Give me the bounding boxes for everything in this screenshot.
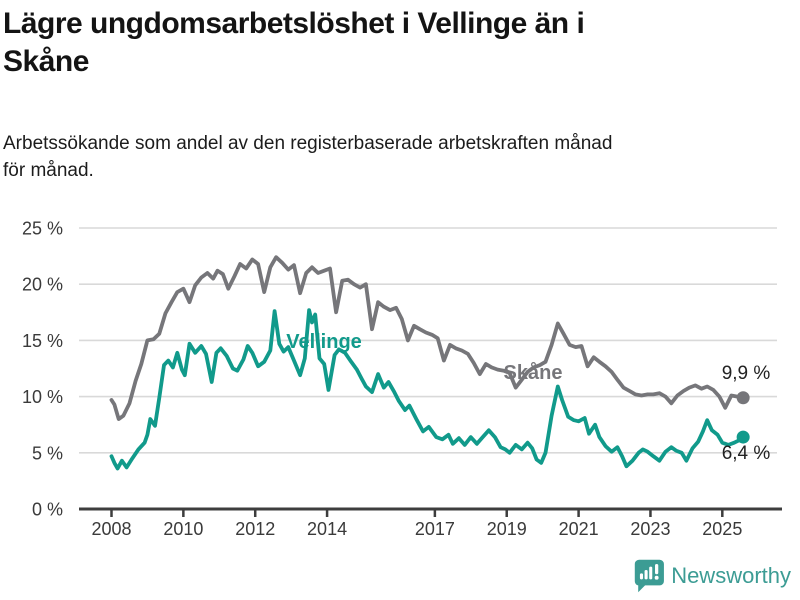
end-dot-vellinge — [736, 430, 750, 444]
chart-title-line2: Skåne — [3, 45, 89, 78]
x-tick-label: 2014 — [307, 519, 347, 539]
x-tick-label: 2023 — [630, 519, 670, 539]
chart-title-line1: Lägre ungdomsarbetslöshet i Vellinge än … — [3, 7, 585, 40]
x-tick-label: 2025 — [702, 519, 742, 539]
x-tick-label: 2017 — [415, 519, 455, 539]
series-line-skåne — [109, 255, 745, 421]
y-tick-label: 5 % — [32, 443, 63, 463]
end-value-label-skåne: 9,9 % — [722, 363, 771, 384]
x-tick-label: 2012 — [235, 519, 275, 539]
newsworthy-bars-icon — [634, 559, 665, 593]
y-tick-label: 25 % — [22, 219, 63, 239]
series-line-vellinge — [109, 308, 745, 471]
series-label-skåne: Skåne — [504, 361, 563, 384]
x-tick-label: 2008 — [91, 519, 131, 539]
chart-subtitle-line1: Arbetssökande som andel av den registerb… — [3, 133, 613, 154]
chart-title: Lägre ungdomsarbetslöshet i Vellinge än … — [3, 5, 743, 81]
newsworthy-logo-text: Newsworthy — [671, 563, 791, 588]
chart-subtitle-line2: för månad. — [3, 160, 94, 181]
x-tick-label: 2021 — [559, 519, 599, 539]
y-tick-label: 15 % — [22, 331, 63, 351]
y-tick-label: 10 % — [22, 387, 63, 407]
y-tick-label: 0 % — [32, 500, 63, 520]
x-tick-label: 2010 — [163, 519, 203, 539]
y-tick-label: 20 % — [22, 275, 63, 295]
series-label-vellinge: Vellinge — [286, 331, 362, 353]
x-tick-label: 2019 — [487, 519, 527, 539]
chart-subtitle: Arbetssökande som andel av den registerb… — [3, 130, 763, 184]
end-dot-skåne — [736, 391, 750, 405]
end-value-label-vellinge: 6,4 % — [722, 443, 771, 464]
newsworthy-logo[interactable]: Newsworthy — [633, 558, 791, 594]
